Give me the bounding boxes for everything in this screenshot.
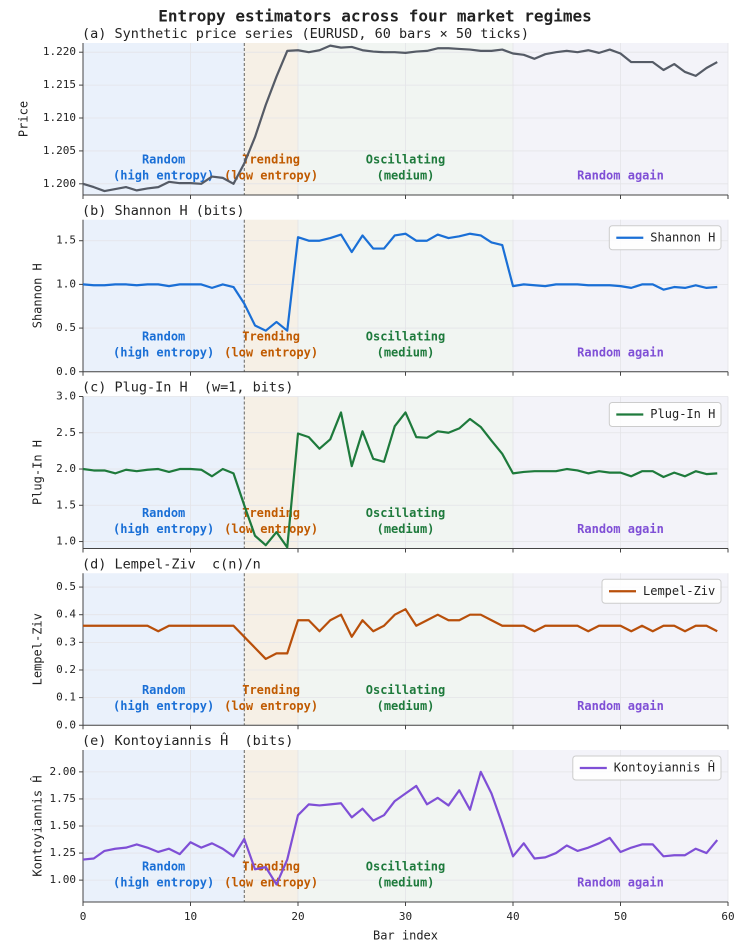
regime-band xyxy=(83,573,245,726)
panel-title: (a) Synthetic price series (EURUSD, 60 b… xyxy=(82,26,529,42)
y-tick-label: 3.0 xyxy=(56,390,76,403)
regime-label: Random again xyxy=(577,169,664,183)
legend-label: Shannon H xyxy=(650,230,715,244)
x-tick-label: 10 xyxy=(184,910,197,923)
regime-label: (low entropy) xyxy=(224,345,318,359)
y-tick-label: 1.5 xyxy=(56,234,76,247)
figure-title: Entropy estimators across four market re… xyxy=(158,7,591,26)
regime-label: Random xyxy=(142,683,185,697)
x-tick-label: 50 xyxy=(614,910,627,923)
x-axis-label: Bar index xyxy=(373,929,438,943)
regime-label: Random xyxy=(142,506,185,520)
y-tick-label: 1.5 xyxy=(56,498,76,511)
y-tick-label: 0.0 xyxy=(56,365,76,378)
legend-label: Lempel-Ziv xyxy=(643,584,715,598)
regime-label: Trending xyxy=(242,153,300,167)
y-tick-label: 0.1 xyxy=(56,691,76,704)
legend-label: Kontoyiannis Ĥ xyxy=(614,760,715,775)
regime-label: Oscillating xyxy=(366,683,445,697)
regime-label: (medium) xyxy=(377,345,435,359)
y-tick-label: 0.2 xyxy=(56,663,76,676)
y-tick-label: 1.25 xyxy=(50,846,77,859)
panel-title: (b) Shannon H (bits) xyxy=(82,203,245,219)
y-tick-label: 1.200 xyxy=(43,177,76,190)
regime-label: Oscillating xyxy=(366,506,445,520)
panel-title: (e) Kontoyiannis Ĥ (bits) xyxy=(82,731,293,749)
panel-title: (c) Plug-In H (w=1, bits) xyxy=(82,380,293,396)
y-tick-label: 1.205 xyxy=(43,144,76,157)
regime-label: (high entropy) xyxy=(113,522,214,536)
regime-band xyxy=(83,43,245,195)
series-line xyxy=(82,44,718,193)
regime-label: Random again xyxy=(577,345,664,359)
legend-box xyxy=(601,578,722,604)
regime-label: Trending xyxy=(242,506,300,520)
regime-label: Random xyxy=(142,153,185,167)
y-tick-label: 1.50 xyxy=(50,819,77,832)
regime-label: (low entropy) xyxy=(224,522,318,536)
regime-band xyxy=(244,43,298,195)
series-line xyxy=(82,770,719,886)
regime-label: (medium) xyxy=(377,169,435,183)
regime-label: (medium) xyxy=(377,876,435,890)
regime-label: (high entropy) xyxy=(113,169,214,183)
regime-label: (low entropy) xyxy=(224,699,318,713)
y-tick-label: 2.5 xyxy=(56,426,76,439)
y-axis-label: Shannon H xyxy=(31,263,45,328)
regime-label: Trending xyxy=(242,860,300,874)
panel-title: (d) Lempel-Ziv c(n)/n xyxy=(82,556,261,572)
regime-band xyxy=(83,219,245,372)
y-tick-label: 1.215 xyxy=(43,78,76,91)
regime-label: (low entropy) xyxy=(224,876,318,890)
y-tick-label: 0.4 xyxy=(56,608,76,621)
y-tick-label: 1.210 xyxy=(43,111,76,124)
regime-label: Random xyxy=(142,329,185,343)
legend-label: Plug-In H xyxy=(650,407,715,421)
regime-label: Random again xyxy=(577,876,664,890)
regime-label: (medium) xyxy=(377,699,435,713)
x-tick-label: 0 xyxy=(80,910,87,923)
legend-box xyxy=(572,755,722,781)
regime-label: Oscillating xyxy=(366,860,445,874)
y-tick-label: 0.5 xyxy=(56,580,76,593)
regime-label: (high entropy) xyxy=(113,699,214,713)
x-tick-label: 60 xyxy=(721,910,734,923)
legend-box xyxy=(608,402,722,427)
regime-label: (low entropy) xyxy=(224,169,318,183)
regime-label: Oscillating xyxy=(366,329,445,343)
y-axis-label: Kontoyiannis Ĥ xyxy=(30,775,45,876)
y-tick-label: 1.0 xyxy=(56,535,76,548)
y-tick-label: 1.0 xyxy=(56,277,76,290)
y-tick-label: 1.00 xyxy=(50,873,77,886)
y-tick-label: 0.0 xyxy=(56,718,76,731)
regime-label: (medium) xyxy=(377,522,435,536)
regime-label: (high entropy) xyxy=(113,876,214,890)
regime-label: Random xyxy=(142,860,185,874)
y-tick-label: 1.75 xyxy=(50,792,77,805)
regime-label: Random again xyxy=(577,699,664,713)
y-axis-label: Price xyxy=(17,101,31,137)
regime-label: (high entropy) xyxy=(113,345,214,359)
regime-label: Random again xyxy=(577,522,664,536)
series-line xyxy=(83,608,718,661)
y-axis-label: Lempel-Ziv xyxy=(31,613,45,685)
x-tick-label: 40 xyxy=(506,910,519,923)
y-axis-label: Plug-In H xyxy=(31,440,45,505)
series-line xyxy=(82,232,718,332)
legend-box xyxy=(608,225,722,251)
regime-band xyxy=(244,219,298,372)
x-tick-label: 20 xyxy=(291,910,304,923)
series-line xyxy=(82,411,718,549)
y-tick-label: 2.00 xyxy=(50,765,77,778)
y-tick-label: 1.220 xyxy=(43,45,76,58)
y-tick-label: 2.0 xyxy=(56,462,76,475)
y-tick-label: 0.3 xyxy=(56,635,76,648)
regime-label: Trending xyxy=(242,329,300,343)
y-tick-label: 0.5 xyxy=(56,321,76,334)
x-tick-label: 30 xyxy=(399,910,412,923)
regime-label: Trending xyxy=(242,683,300,697)
regime-label: Oscillating xyxy=(366,153,445,167)
